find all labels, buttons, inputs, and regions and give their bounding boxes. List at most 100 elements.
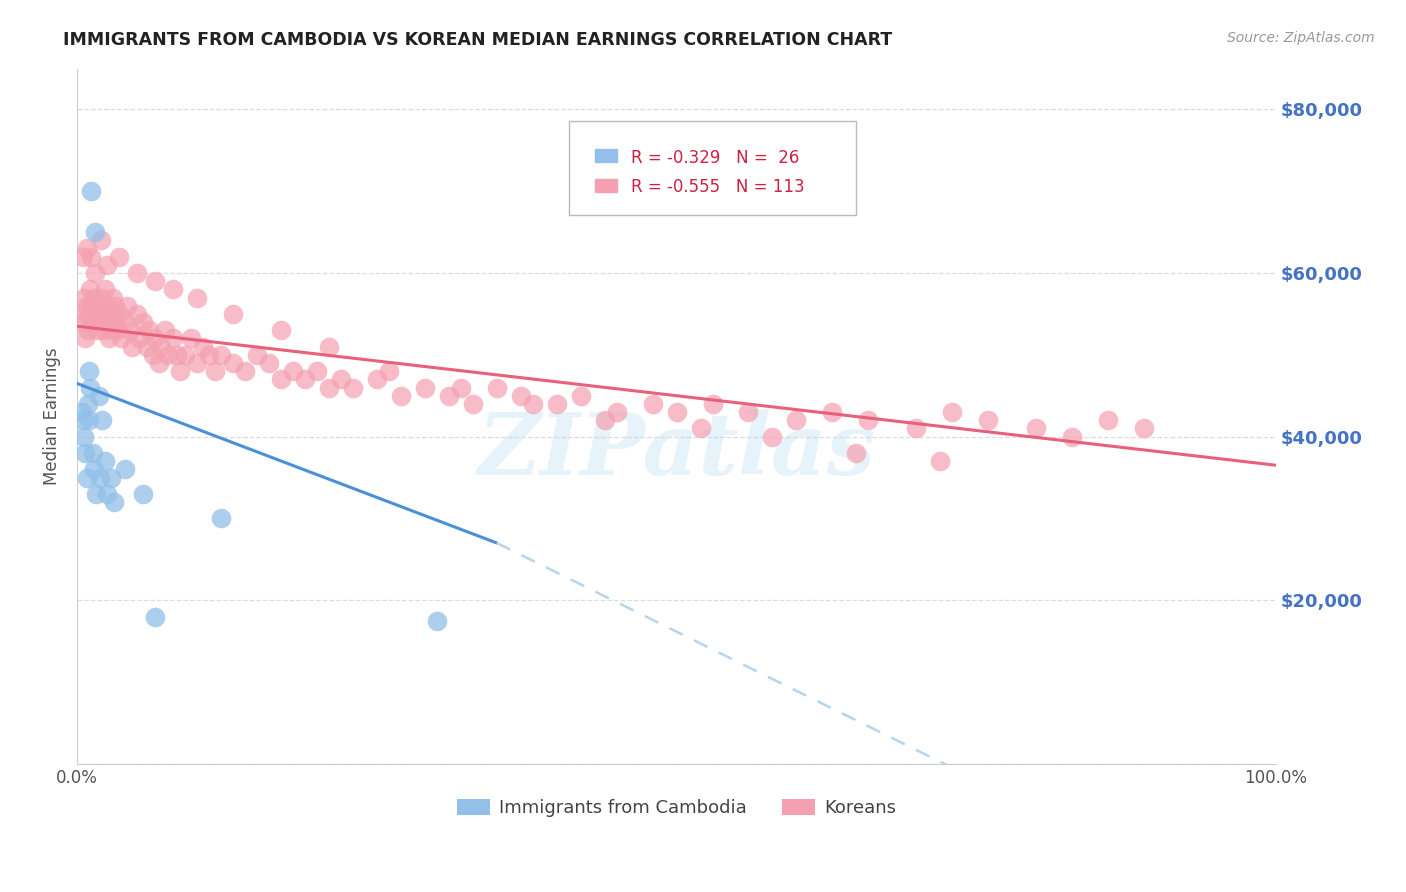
Point: [135, 340, 157, 354]
Point: [366, 372, 388, 386]
Point: [79, 282, 101, 296]
Point: [143, 274, 166, 288]
Point: [485, 380, 508, 394]
Point: [150, 340, 173, 354]
Point: [257, 356, 280, 370]
Text: Source: ZipAtlas.com: Source: ZipAtlas.com: [1227, 31, 1375, 45]
Point: [89, 470, 111, 484]
Point: [641, 397, 664, 411]
Point: [858, 413, 880, 427]
Point: [104, 299, 127, 313]
Point: [108, 307, 131, 321]
Point: [76, 299, 98, 313]
Point: [83, 462, 105, 476]
Text: R = -0.555   N = 113: R = -0.555 N = 113: [631, 178, 804, 196]
Point: [1062, 429, 1084, 443]
Point: [93, 323, 115, 337]
Point: [143, 331, 166, 345]
Point: [91, 413, 114, 427]
Point: [110, 331, 132, 345]
Point: [132, 315, 155, 329]
Point: [689, 421, 711, 435]
Point: [70, 405, 93, 419]
Point: [101, 291, 124, 305]
Point: [186, 356, 208, 370]
Point: [103, 315, 125, 329]
Point: [72, 307, 94, 321]
Point: [75, 331, 97, 345]
Point: [72, 413, 94, 427]
Point: [593, 413, 616, 427]
Text: R = -0.329   N =  26: R = -0.329 N = 26: [631, 149, 800, 167]
Point: [125, 266, 148, 280]
Point: [162, 331, 184, 345]
Point: [89, 315, 111, 329]
Point: [941, 405, 963, 419]
Point: [186, 291, 208, 305]
Point: [132, 487, 155, 501]
Bar: [595, 178, 617, 193]
Point: [153, 323, 176, 337]
Point: [93, 282, 115, 296]
Point: [84, 266, 107, 280]
Point: [87, 299, 110, 313]
Point: [105, 323, 128, 337]
Point: [96, 487, 118, 501]
Point: [785, 413, 807, 427]
Point: [702, 397, 724, 411]
Point: [606, 405, 628, 419]
Point: [86, 323, 108, 337]
Point: [138, 323, 160, 337]
Point: [318, 380, 340, 394]
Point: [77, 397, 100, 411]
Point: [94, 307, 117, 321]
Point: [821, 405, 844, 419]
Point: [233, 364, 256, 378]
Point: [77, 323, 100, 337]
Point: [114, 315, 136, 329]
Point: [222, 356, 245, 370]
Point: [97, 315, 120, 329]
Point: [450, 380, 472, 394]
Text: IMMIGRANTS FROM CAMBODIA VS KOREAN MEDIAN EARNINGS CORRELATION CHART: IMMIGRANTS FROM CAMBODIA VS KOREAN MEDIA…: [63, 31, 893, 49]
Point: [90, 233, 112, 247]
Point: [125, 307, 148, 321]
Point: [117, 299, 139, 313]
Point: [1025, 421, 1047, 435]
Point: [118, 323, 141, 337]
Point: [77, 364, 100, 378]
Point: [569, 389, 592, 403]
FancyBboxPatch shape: [568, 120, 856, 215]
Point: [174, 348, 197, 362]
Point: [84, 487, 107, 501]
Point: [413, 380, 436, 394]
Point: [162, 282, 184, 296]
Point: [98, 331, 121, 345]
Point: [157, 348, 180, 362]
Point: [73, 291, 96, 305]
Point: [665, 405, 688, 419]
Point: [148, 356, 170, 370]
Point: [1097, 413, 1119, 427]
Point: [77, 307, 100, 321]
Point: [329, 372, 352, 386]
Point: [142, 348, 165, 362]
Point: [198, 348, 221, 362]
Point: [128, 331, 150, 345]
Point: [509, 389, 531, 403]
Point: [93, 454, 115, 468]
Point: [169, 364, 191, 378]
Point: [76, 470, 98, 484]
Point: [180, 331, 202, 345]
Point: [76, 242, 98, 256]
Point: [222, 307, 245, 321]
Point: [318, 340, 340, 354]
Point: [96, 258, 118, 272]
Point: [546, 397, 568, 411]
Point: [461, 397, 484, 411]
Point: [87, 389, 110, 403]
Point: [80, 184, 103, 198]
Point: [114, 462, 136, 476]
Point: [905, 421, 928, 435]
Point: [75, 446, 97, 460]
